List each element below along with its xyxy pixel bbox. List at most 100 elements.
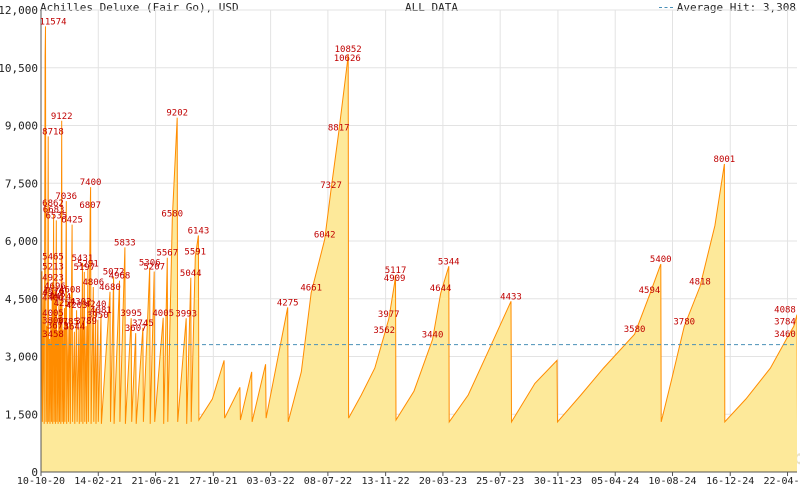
peak-value-label: 3784 bbox=[774, 317, 796, 327]
chart-title: Achilles Deluxe (Fair Go), USD bbox=[40, 1, 239, 14]
peak-value-label: 4400 bbox=[42, 294, 64, 304]
peak-value-label: 4661 bbox=[300, 284, 322, 294]
peak-value-label: 5291 bbox=[77, 259, 99, 269]
peak-value-label: 5344 bbox=[438, 257, 460, 267]
peak-value-label: 3607 bbox=[125, 324, 147, 334]
peak-value-label: 4005 bbox=[152, 309, 174, 319]
peak-value-label: 6535 bbox=[45, 211, 67, 221]
peak-value-label: 3789 bbox=[75, 317, 97, 327]
average-legend-swatch bbox=[658, 7, 673, 8]
peak-value-label: 8001 bbox=[714, 155, 736, 165]
x-tick-label: 03-03-22 bbox=[247, 476, 295, 487]
peak-value-label: 4576 bbox=[43, 287, 65, 297]
peak-value-label: 6862 bbox=[42, 199, 64, 209]
peak-value-label: 5197 bbox=[73, 263, 95, 273]
series-area bbox=[41, 26, 797, 472]
peak-value-label: 4608 bbox=[59, 286, 81, 296]
peak-value-label: 6807 bbox=[79, 201, 101, 211]
peak-value-label: 6683 bbox=[43, 206, 65, 216]
peak-value-label: 5117 bbox=[385, 266, 407, 276]
peak-value-label: 6425 bbox=[61, 216, 83, 226]
peak-value-label: 4302 bbox=[70, 297, 92, 307]
peak-value-label: 10852 bbox=[335, 45, 362, 55]
peak-value-label: 4081 bbox=[90, 306, 112, 316]
peak-value-label: 3745 bbox=[132, 319, 154, 329]
peak-value-label: 5207 bbox=[143, 263, 165, 273]
peak-value-label: 8718 bbox=[42, 127, 64, 137]
x-tick-label: 27-10-21 bbox=[189, 476, 237, 487]
peak-value-label: 4968 bbox=[109, 272, 131, 282]
peak-value-label: 5567 bbox=[156, 249, 178, 259]
peak-value-label: 8817 bbox=[328, 124, 350, 134]
peak-value-label: 9202 bbox=[166, 109, 188, 119]
x-tick-label: 10-10-20 bbox=[17, 476, 65, 487]
x-tick-label: 25-07-23 bbox=[476, 476, 524, 487]
peak-value-label: 4680 bbox=[99, 283, 121, 293]
peak-value-label: 3460 bbox=[774, 330, 796, 340]
peak-value-label: 3458 bbox=[42, 330, 64, 340]
peak-value-label: 4257 bbox=[54, 299, 76, 309]
peak-value-label: 4818 bbox=[689, 278, 711, 288]
x-tick-label: 16-12-24 bbox=[706, 476, 754, 487]
peak-value-label: 6042 bbox=[314, 230, 336, 240]
peak-value-label: 3580 bbox=[624, 325, 646, 335]
series-line bbox=[41, 26, 797, 426]
y-tick-label: 7,500 bbox=[5, 177, 38, 190]
peak-value-label: 4433 bbox=[500, 292, 522, 302]
peak-value-label: 3993 bbox=[175, 309, 197, 319]
average-legend: Average Hit: 3,308 bbox=[658, 1, 796, 14]
peak-value-label: 4424 bbox=[50, 293, 72, 303]
peak-value-label: 4088 bbox=[774, 306, 796, 316]
peak-value-label: 3780 bbox=[673, 317, 695, 327]
x-tick-label: 21-06-21 bbox=[131, 476, 179, 487]
peak-value-label: 5306 bbox=[139, 259, 161, 269]
x-tick-label: 10-08-24 bbox=[648, 476, 696, 487]
peak-value-label: 5591 bbox=[184, 248, 206, 258]
peak-value-label: 7036 bbox=[55, 192, 77, 202]
x-tick-label: 14-02-21 bbox=[74, 476, 122, 487]
peak-value-label: 5213 bbox=[42, 262, 64, 272]
x-tick-label: 08-07-22 bbox=[304, 476, 352, 487]
x-tick-label: 22-04-25 bbox=[763, 476, 800, 487]
peak-value-label: 6143 bbox=[188, 226, 210, 236]
peak-value-label: 3644 bbox=[64, 323, 86, 333]
peak-value-label: 5072 bbox=[103, 268, 125, 278]
peak-value-label: 3440 bbox=[422, 331, 444, 341]
y-tick-label: 3,000 bbox=[5, 351, 38, 364]
average-legend-label: Average Hit: 3,308 bbox=[676, 1, 796, 14]
peak-value-label: 4203 bbox=[66, 301, 88, 311]
peak-value-label: 4806 bbox=[82, 278, 104, 288]
peak-value-label: 9122 bbox=[51, 112, 73, 122]
peak-value-label: 11574 bbox=[39, 17, 66, 27]
peak-value-label: 5833 bbox=[114, 238, 136, 248]
peak-value-label: 6580 bbox=[161, 210, 183, 220]
peak-value-label: 3995 bbox=[120, 309, 142, 319]
peak-value-label: 10626 bbox=[334, 54, 361, 64]
peak-value-label: 5465 bbox=[42, 253, 64, 263]
y-tick-label: 9,000 bbox=[5, 120, 38, 133]
peak-value-label: 4594 bbox=[639, 286, 661, 296]
peak-value-label: 4005 bbox=[42, 309, 64, 319]
y-tick-label: 12,000 bbox=[0, 4, 38, 17]
peak-value-label: 7327 bbox=[320, 181, 342, 191]
peak-value-label: 3950 bbox=[87, 311, 109, 321]
peak-value-label: 3673 bbox=[47, 322, 69, 332]
x-tick-label: 30-11-23 bbox=[534, 476, 582, 487]
x-tick-label: 05-04-24 bbox=[591, 476, 639, 487]
peak-value-label: 5400 bbox=[650, 255, 672, 265]
peak-value-label: 4923 bbox=[42, 273, 64, 283]
peak-value-label: 5431 bbox=[72, 254, 94, 264]
y-tick-label: 1,500 bbox=[5, 408, 38, 421]
x-tick-label: 20-03-23 bbox=[419, 476, 467, 487]
chart-range-label: ALL DATA bbox=[405, 1, 458, 14]
peak-value-label: 3977 bbox=[378, 310, 400, 320]
y-tick-label: 0 bbox=[31, 466, 38, 479]
peak-value-label: 3785 bbox=[57, 317, 79, 327]
peak-value-label: 4519 bbox=[42, 289, 64, 299]
peak-value-label: 3800 bbox=[42, 317, 64, 327]
y-tick-label: 10,500 bbox=[0, 62, 38, 75]
peak-value-label: 5044 bbox=[180, 269, 202, 279]
peak-value-label: 4644 bbox=[430, 284, 452, 294]
peak-value-label: 4696 bbox=[44, 282, 66, 292]
